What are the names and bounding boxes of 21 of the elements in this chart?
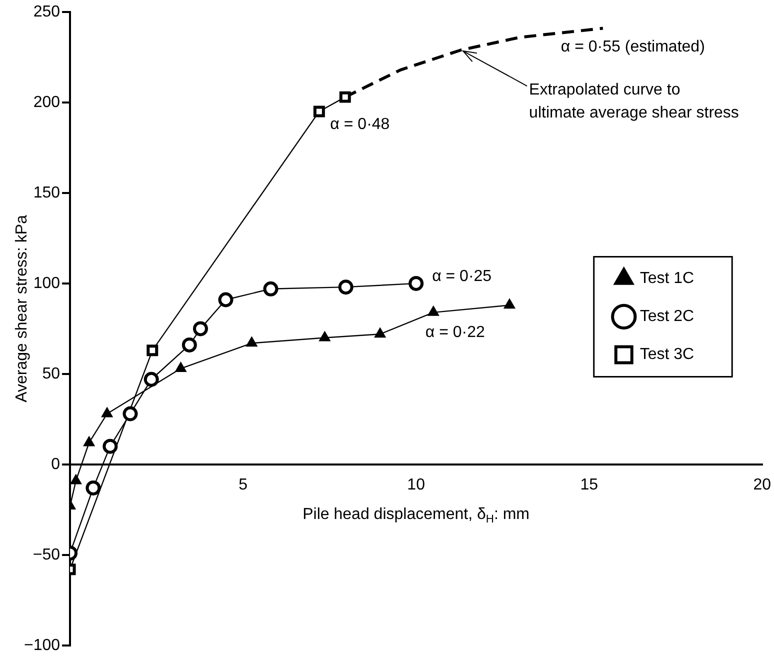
legend-label: Test 3C	[640, 346, 694, 364]
y-tick-label: 50	[42, 365, 60, 382]
y-tick-label: 0	[51, 456, 60, 473]
y-tick-label: −50	[32, 546, 60, 564]
x-tick-label: 10	[407, 476, 426, 494]
y-tick-label: 150	[33, 184, 60, 202]
y-tick-label: 250	[33, 3, 60, 20]
x-tick-label: 5	[238, 476, 248, 494]
annotation: α = 0·55 (estimated)	[560, 38, 705, 56]
x-tick-label: 15	[580, 476, 598, 494]
y-axis-title: Average shear stress: kPa	[13, 214, 30, 402]
annotation: Extrapolated curve to ultimate average shear stress	[529, 81, 739, 122]
x-tick-label: 20	[753, 476, 772, 494]
y-tick-label: 200	[33, 94, 60, 111]
annotation: α = 0·25	[432, 268, 492, 285]
legend-label: Test 2C	[640, 308, 694, 326]
legend-label: Test 1C	[640, 270, 694, 288]
annotation: α = 0·48	[330, 116, 390, 133]
annotation: α = 0·22	[425, 324, 485, 341]
y-tick-label: −100	[24, 636, 60, 654]
y-tick-label: 100	[33, 274, 60, 292]
